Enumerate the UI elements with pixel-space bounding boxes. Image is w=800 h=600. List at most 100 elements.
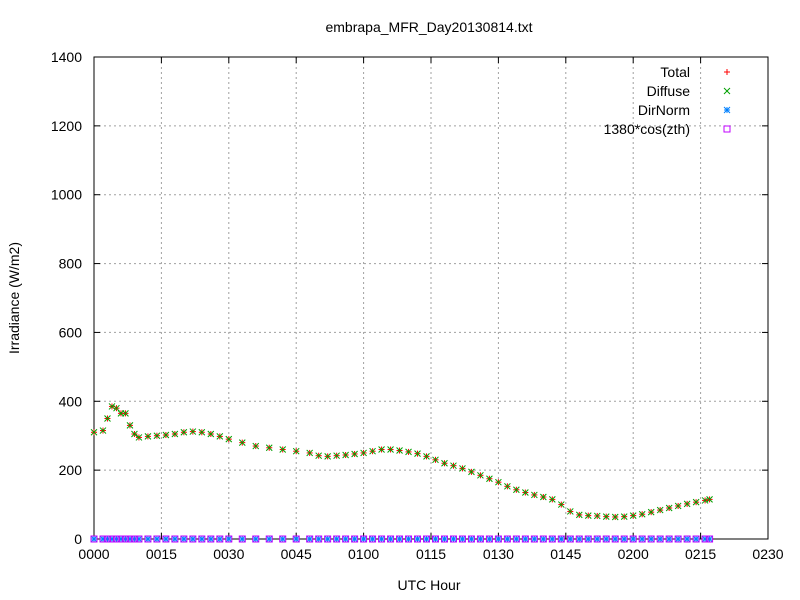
data-point xyxy=(117,535,125,543)
data-point xyxy=(108,535,116,543)
data-point xyxy=(369,535,377,543)
series-total xyxy=(91,403,713,520)
data-point xyxy=(103,535,111,543)
data-point xyxy=(495,478,502,486)
data-point xyxy=(548,535,556,543)
data-point xyxy=(674,535,682,543)
data-point xyxy=(476,535,484,543)
x-axis-label: UTC Hour xyxy=(397,577,460,593)
data-point xyxy=(180,535,188,543)
data-point xyxy=(315,535,323,543)
data-point xyxy=(414,450,421,457)
data-point xyxy=(135,535,143,543)
data-point xyxy=(539,493,547,501)
data-point xyxy=(575,535,583,543)
data-point xyxy=(512,535,520,543)
legend: Total Diffuse DirNorm 1380*cos(zth) xyxy=(604,64,731,137)
data-point xyxy=(378,446,385,453)
data-point xyxy=(252,535,260,543)
x-tick-label: 0100 xyxy=(348,546,379,562)
data-point xyxy=(225,535,233,543)
data-point xyxy=(665,535,673,543)
data-point xyxy=(360,449,367,457)
data-point xyxy=(548,496,556,503)
legend-label: Diffuse xyxy=(647,83,691,99)
data-point xyxy=(566,535,574,543)
data-point xyxy=(584,512,592,519)
data-point xyxy=(387,535,394,543)
series-diffuse xyxy=(90,403,713,521)
series-dirnorm xyxy=(90,535,713,543)
data-point xyxy=(441,459,448,467)
y-tick-label: 600 xyxy=(59,324,83,340)
data-point xyxy=(477,535,484,543)
data-point xyxy=(265,535,273,543)
data-point xyxy=(162,535,170,543)
data-point xyxy=(225,535,233,543)
data-point xyxy=(522,489,529,496)
data-point xyxy=(638,535,646,543)
data-point xyxy=(324,453,332,460)
chart-title: embrapa_MFR_Day20130814.txt xyxy=(325,19,532,35)
data-point xyxy=(620,513,628,520)
data-point xyxy=(189,535,197,543)
data-point xyxy=(423,535,430,543)
data-point xyxy=(584,535,592,543)
data-point xyxy=(530,535,538,543)
data-point xyxy=(198,428,206,436)
data-point xyxy=(647,508,655,516)
data-point xyxy=(378,535,386,543)
data-point xyxy=(351,450,358,458)
data-point xyxy=(225,435,233,443)
data-point xyxy=(656,535,664,543)
data-point xyxy=(706,496,713,503)
x-tick-label: 0045 xyxy=(281,546,312,562)
data-point xyxy=(180,428,188,436)
data-point xyxy=(611,513,619,521)
data-point xyxy=(575,535,583,543)
data-point xyxy=(378,535,385,543)
data-point xyxy=(440,535,448,543)
data-point xyxy=(539,535,547,543)
legend-marker xyxy=(723,87,731,95)
data-point xyxy=(503,535,511,543)
data-point xyxy=(656,535,664,543)
data-point xyxy=(351,535,359,543)
data-point xyxy=(162,535,170,543)
data-point xyxy=(692,535,700,543)
data-point xyxy=(513,486,520,494)
data-point xyxy=(144,535,152,543)
data-point xyxy=(477,471,484,479)
x-tick-label: 0000 xyxy=(78,546,109,562)
data-point xyxy=(485,535,493,543)
data-point xyxy=(162,431,170,439)
data-point xyxy=(342,535,349,543)
data-point xyxy=(431,535,439,543)
data-point xyxy=(602,513,610,520)
series-1380-cos-zth- xyxy=(90,535,714,543)
data-point xyxy=(396,535,404,543)
y-tick-label: 400 xyxy=(59,393,83,409)
data-point xyxy=(90,428,98,436)
data-point xyxy=(629,512,637,519)
data-point xyxy=(441,535,448,543)
data-point xyxy=(683,500,691,508)
data-point xyxy=(292,447,300,455)
data-point xyxy=(459,465,466,472)
data-point xyxy=(513,535,520,543)
data-point xyxy=(90,535,98,543)
legend-marker xyxy=(723,106,731,114)
data-point xyxy=(656,506,664,514)
data-point xyxy=(405,535,412,543)
data-point xyxy=(153,432,161,440)
data-point xyxy=(153,535,161,543)
x-tick-label: 0115 xyxy=(416,546,446,562)
data-point xyxy=(683,535,691,543)
data-point xyxy=(692,498,700,506)
data-point xyxy=(647,535,655,543)
data-point xyxy=(405,535,413,543)
data-point xyxy=(252,535,260,543)
data-point xyxy=(369,447,376,455)
data-point xyxy=(144,535,152,543)
data-point xyxy=(121,535,129,543)
